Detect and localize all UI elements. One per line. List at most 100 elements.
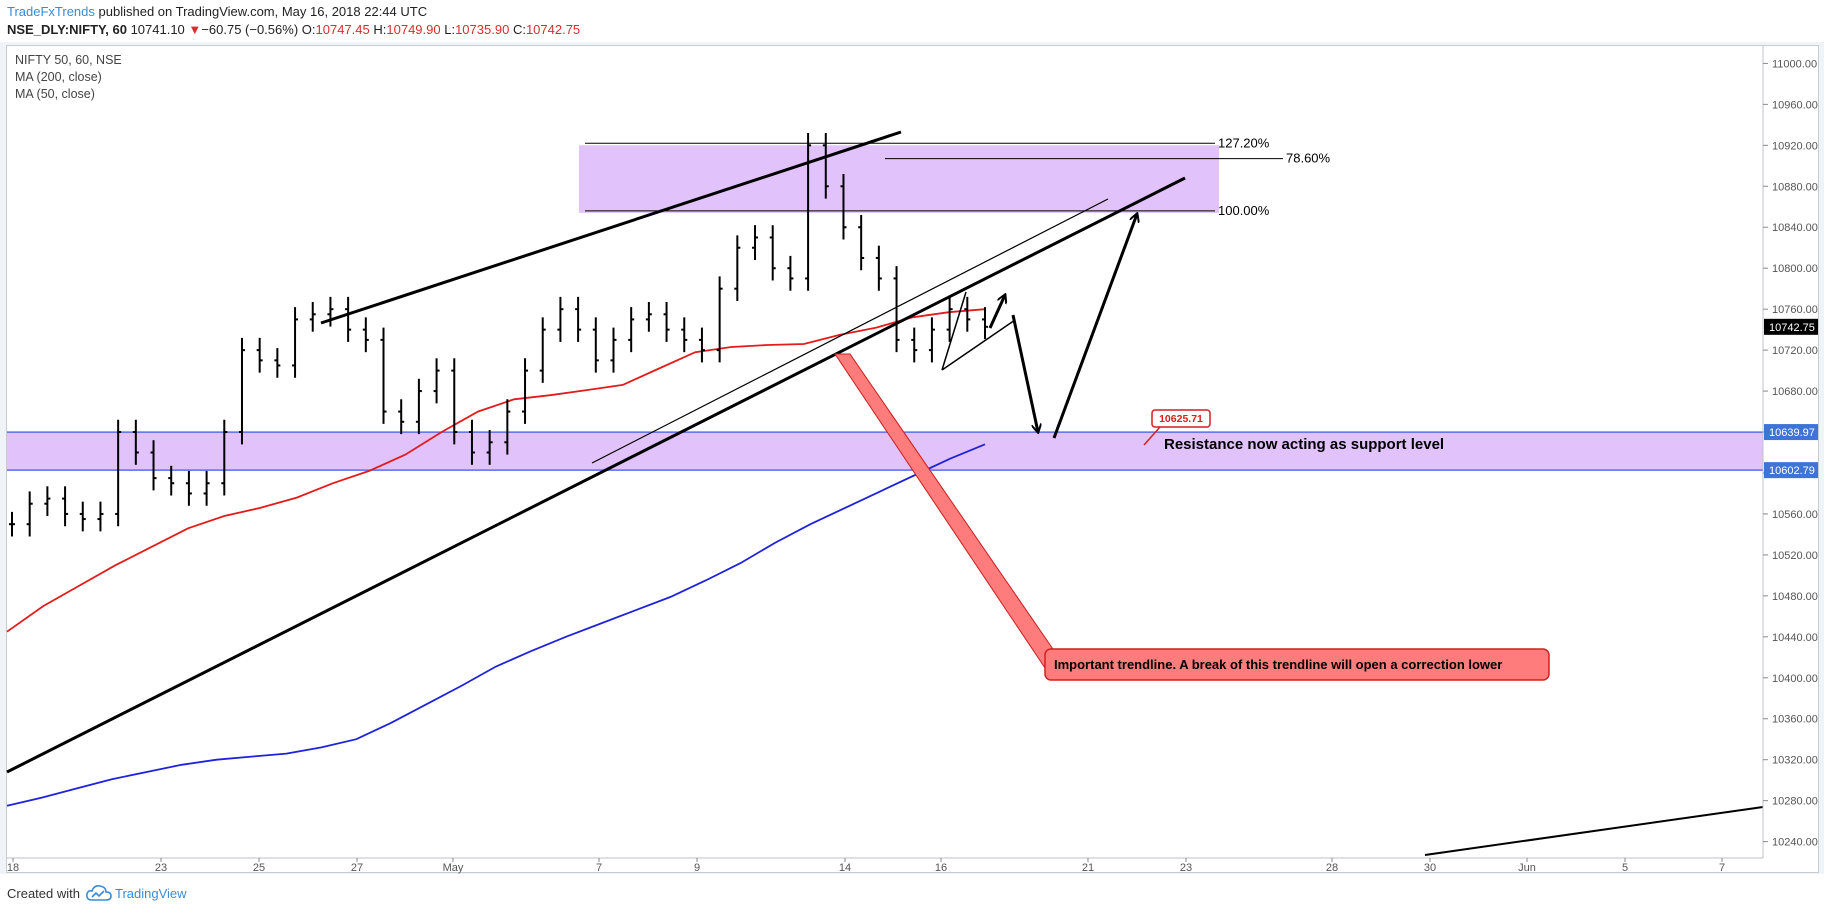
price-bar (150, 440, 157, 491)
price-tick-label: 10720.00 (1772, 345, 1818, 357)
price-bar (858, 214, 865, 271)
price-tick-label: 10440.00 (1772, 632, 1818, 644)
level-axis-box-1 (1764, 462, 1818, 479)
author-link[interactable]: TradeFxTrends (7, 4, 95, 19)
price-tick-label: 11000.00 (1772, 58, 1817, 70)
time-tick-label: May (443, 862, 464, 874)
price-bar (504, 399, 511, 455)
price-tick-label: 10800.00 (1772, 263, 1818, 275)
legend-ma200: MA (200, close) (15, 70, 102, 84)
price-bar (681, 317, 688, 353)
price-tick-label: 10960.00 (1772, 99, 1818, 111)
inner-trendline (591, 198, 1109, 464)
level-axis-label-1: 10602.79 (1769, 465, 1815, 477)
callout-pointer (834, 353, 1056, 669)
time-tick-label: 23 (155, 862, 167, 874)
price-bar (645, 301, 652, 332)
price-bar (398, 399, 405, 435)
price-bar (575, 296, 582, 342)
price-tick-label: 10560.00 (1772, 509, 1818, 521)
price-bar (221, 419, 228, 496)
time-tick-label: 9 (694, 862, 700, 874)
level-axis-label-0: 10639.97 (1769, 427, 1815, 439)
price-bar (752, 225, 759, 261)
price-bar (522, 358, 529, 424)
publish-info: TradeFxTrends published on TradingView.c… (7, 4, 427, 19)
price-tick-label: 10680.00 (1772, 386, 1818, 398)
price-bar (9, 511, 15, 537)
price-bar (805, 133, 812, 291)
price-tick-label: 10360.00 (1772, 714, 1818, 726)
price-bar (327, 296, 334, 327)
price-tick-label: 10880.00 (1772, 181, 1818, 193)
price-tick-label: 10320.00 (1772, 755, 1818, 767)
price-marker-label: 10625.71 (1159, 413, 1203, 425)
price-bar (115, 419, 122, 527)
time-tick-label: 14 (839, 862, 851, 874)
price-tick-label: 10480.00 (1772, 591, 1818, 603)
price-bar (168, 465, 175, 496)
price-bar (415, 378, 422, 435)
time-tick-label: 7 (1719, 862, 1725, 874)
price-bar (62, 486, 69, 527)
price-bar (663, 301, 670, 342)
footer: Created with TradingView (0, 874, 1824, 911)
last-price-label: 10742.75 (1769, 322, 1815, 334)
price-bar (256, 337, 263, 373)
fib-label-0: 127.20% (1218, 135, 1270, 150)
wedge-pattern (941, 291, 1016, 371)
price-tick-label: 10240.00 (1772, 837, 1818, 849)
ma50-line (6, 308, 986, 633)
up-arrow-small-icon (988, 295, 1005, 329)
price-bar (486, 429, 493, 465)
time-tick-label: 5 (1622, 862, 1628, 874)
price-bar (468, 419, 475, 465)
created-with-text: Created with (7, 886, 80, 901)
price-bar (822, 133, 829, 199)
time-tick-label: 18 (7, 862, 19, 874)
close-value: 10742.75 (525, 22, 581, 37)
price-bar (734, 235, 741, 301)
upper-trendline (320, 130, 902, 325)
price-bar (362, 317, 369, 353)
legend-title: NIFTY 50, 60, NSE (15, 53, 122, 67)
symbol-name: NSE_DLY:NIFTY, 60 (7, 22, 127, 37)
close-label: C: (512, 22, 526, 37)
price-bar (628, 307, 635, 353)
last-price: 10741.10 (130, 22, 185, 37)
chart-legend: NIFTY 50, 60, NSE MA (200, close) MA (50… (15, 52, 122, 103)
price-bar (911, 327, 918, 363)
price-bar (840, 173, 847, 240)
open-label: O: (301, 22, 316, 37)
price-bar (97, 501, 104, 532)
publish-header: TradeFxTrends published on TradingView.c… (0, 0, 1824, 42)
down-arrow-icon (1011, 314, 1038, 432)
price-bar (238, 337, 245, 445)
price-bar (309, 301, 316, 332)
price-bar (274, 348, 281, 378)
low-value: 10735.90 (455, 22, 510, 37)
price-bar (132, 419, 139, 465)
price-bar (592, 317, 599, 373)
price-bar (716, 276, 723, 363)
fib-label-2: 100.00% (1218, 203, 1270, 218)
fib-zone (579, 145, 1219, 213)
time-tick-label: Jun (1518, 862, 1536, 874)
callout-box (1044, 648, 1550, 681)
price-bar (433, 358, 440, 404)
main-trendline (6, 176, 1186, 774)
low-label: L: (444, 22, 456, 37)
down-arrow-icon: ▼ (188, 22, 202, 37)
price-tick-label: 10280.00 (1772, 796, 1818, 808)
tradingview-cloud-icon (86, 885, 112, 901)
time-tick-label: 27 (351, 862, 363, 874)
price-tick-label: 10840.00 (1772, 222, 1818, 234)
price-bar (964, 296, 971, 332)
time-tick-label: 16 (935, 862, 947, 874)
tradingview-link[interactable]: TradingView (115, 886, 187, 901)
time-tick-label: 28 (1326, 862, 1338, 874)
price-tick-label: 10760.00 (1772, 304, 1818, 316)
high-value: 10749.90 (386, 22, 441, 37)
support-text: Resistance now acting as support level (1164, 436, 1444, 453)
